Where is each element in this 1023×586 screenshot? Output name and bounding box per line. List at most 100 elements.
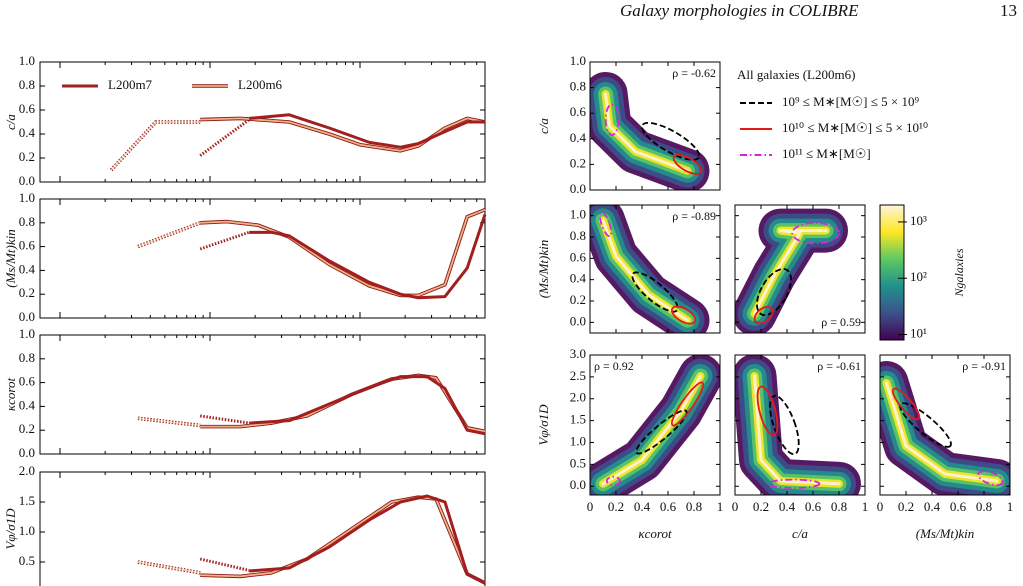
y-tick-label: 1.0 xyxy=(19,190,35,205)
y-tick-label: 1.5 xyxy=(570,412,586,427)
y-tick-label: 0.0 xyxy=(19,445,35,460)
y-tick-label: 0.0 xyxy=(19,173,35,188)
x-tick-label: 0.4 xyxy=(779,499,796,514)
contour xyxy=(769,394,800,456)
contour xyxy=(670,305,697,325)
y-tick-label: 0.6 xyxy=(19,238,36,253)
legend-label: L200m7 xyxy=(108,77,153,92)
y-tick-label: 1.0 xyxy=(570,53,586,68)
y-tick-label: 0.2 xyxy=(570,292,586,307)
y-tick-label: 1.0 xyxy=(570,433,586,448)
panel-frame xyxy=(39,334,486,455)
series-line xyxy=(200,374,486,433)
x-tick-label: 1 xyxy=(862,499,869,514)
colorbar-tick-label: 10³ xyxy=(910,213,927,228)
colorbar xyxy=(879,204,905,341)
contour xyxy=(756,385,779,437)
x-tick-label: 0.8 xyxy=(686,499,702,514)
series-line xyxy=(199,557,250,572)
panel-frame xyxy=(734,204,866,334)
legend-label: 10⁹ ≤ M∗[M☉] ≤ 5 × 10⁹ xyxy=(782,94,919,109)
series-line xyxy=(200,496,486,584)
colorbar-tick-label: 10¹ xyxy=(910,326,927,341)
annotation: ρ = -0.62 xyxy=(672,66,716,80)
series-line xyxy=(137,221,201,248)
contour xyxy=(631,271,679,313)
y-tick-label: 0.4 xyxy=(19,397,36,412)
y-tick-label: 1.0 xyxy=(19,53,35,68)
contour xyxy=(635,409,688,455)
y-tick-label: 0.6 xyxy=(570,104,587,119)
histogram-2d xyxy=(880,361,1010,495)
y-tick-label: 0.4 xyxy=(570,271,587,286)
series-line xyxy=(199,230,250,251)
series-line-edge xyxy=(200,373,486,434)
y-tick-label: 3.0 xyxy=(570,346,586,361)
y-tick-label: 0.4 xyxy=(570,130,587,145)
contour xyxy=(606,475,621,487)
x-tick-label: 0.2 xyxy=(608,499,624,514)
y-axis-label: c/a xyxy=(536,118,551,134)
y-axis-label: (Ms/Mt)kin xyxy=(3,229,18,287)
series-line xyxy=(199,414,250,425)
y-axis-label: Vφ/σ1D xyxy=(3,508,18,550)
y-tick-label: 0.8 xyxy=(19,350,35,365)
series-line xyxy=(137,561,201,574)
x-tick-label: 0.6 xyxy=(660,499,677,514)
legend-label: 10¹⁰ ≤ M∗[M☉] ≤ 5 × 10¹⁰ xyxy=(782,120,928,135)
y-tick-label: 0.0 xyxy=(19,309,35,324)
colorbar-label: Ngalaxies xyxy=(952,248,966,297)
page-number: 13 xyxy=(1000,1,1017,20)
y-tick-label: 0.0 xyxy=(570,477,586,492)
density-band xyxy=(753,374,841,486)
x-tick-label: 1 xyxy=(717,499,724,514)
x-tick-label: 0 xyxy=(877,499,884,514)
y-tick-label: 1.0 xyxy=(570,207,586,222)
contour xyxy=(598,211,613,238)
x-tick-label: 0.4 xyxy=(634,499,651,514)
y-tick-label: 0.8 xyxy=(19,77,35,92)
x-tick-label: 0.2 xyxy=(898,499,914,514)
panel-frame xyxy=(879,354,1011,496)
y-tick-label: 0.5 xyxy=(570,455,586,470)
series-line xyxy=(200,208,486,297)
y-tick-label: 1.5 xyxy=(19,493,35,508)
histogram-2d xyxy=(590,205,710,333)
x-tick-label: 0.2 xyxy=(753,499,769,514)
panel-frame xyxy=(39,198,486,319)
y-axis-label: Vφ/σ1D xyxy=(536,404,551,446)
histogram-2d xyxy=(735,208,848,333)
contour xyxy=(604,103,620,136)
y-tick-label: 0.4 xyxy=(19,125,36,140)
contour xyxy=(753,305,774,325)
legend-label: L200m6 xyxy=(238,77,283,92)
contour xyxy=(672,153,703,175)
contour xyxy=(766,478,821,489)
series-line xyxy=(249,213,487,300)
running-title: Galaxy morphologies in COLIBRE xyxy=(620,1,859,20)
density-band xyxy=(885,381,999,483)
x-tick-label: 0.6 xyxy=(805,499,822,514)
contour xyxy=(899,402,952,448)
histogram-2d xyxy=(590,355,720,495)
y-tick-label: 1.0 xyxy=(19,326,35,341)
y-tick-label: 0.6 xyxy=(570,249,587,264)
y-tick-label: 0.0 xyxy=(570,181,586,196)
density-band xyxy=(601,218,689,322)
annotation: ρ = 0.92 xyxy=(594,359,634,373)
y-tick-label: 0.4 xyxy=(19,261,36,276)
histogram-2d xyxy=(590,72,710,190)
x-axis-label: c/a xyxy=(792,526,808,541)
series-line xyxy=(200,117,486,152)
y-tick-label: 0.8 xyxy=(19,214,35,229)
density-band xyxy=(753,229,828,316)
y-tick-label: 0.6 xyxy=(19,374,36,389)
series-line xyxy=(199,118,251,157)
y-tick-label: 0.8 xyxy=(570,228,586,243)
panel-frame xyxy=(589,61,721,191)
x-axis-label: (Ms/Mt)kin xyxy=(916,526,974,541)
panel-frame xyxy=(589,354,721,496)
series-line xyxy=(110,121,201,171)
